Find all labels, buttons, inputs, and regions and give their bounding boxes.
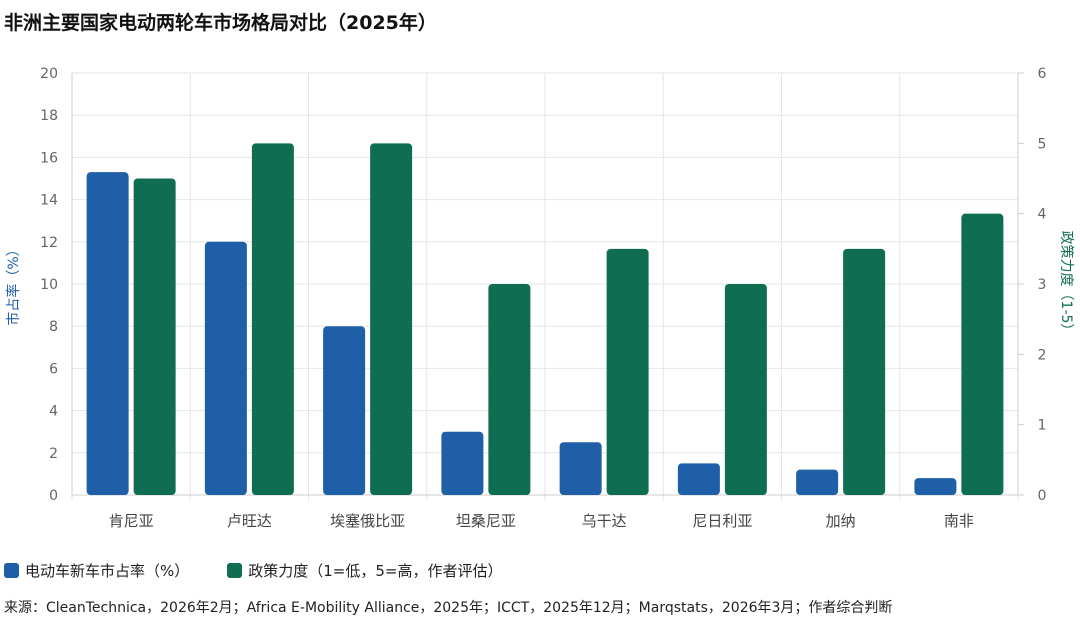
bar-market-share	[677, 463, 720, 495]
x-tick-label: 尼日利亚	[692, 512, 752, 530]
bar-policy-strength	[370, 143, 413, 495]
bar-market-share	[914, 478, 957, 495]
bar-market-share	[86, 172, 129, 496]
y-left-tick-label: 16	[40, 150, 58, 166]
legend-item-policy[interactable]: 政策力度（1=低，5=高，作者评估）	[227, 560, 503, 581]
bar-market-share	[204, 241, 247, 495]
bar-policy-strength	[843, 248, 886, 495]
bar-policy-strength	[488, 284, 531, 495]
bar-policy-strength	[961, 213, 1004, 495]
y-left-tick-label: 20	[40, 66, 58, 82]
y-right-tick-label: 1	[1038, 418, 1047, 434]
x-tick-label: 坦桑尼亚	[456, 512, 516, 530]
bar-market-share	[441, 431, 484, 495]
x-tick-label: 卢旺达	[227, 512, 272, 530]
y-left-tick-label: 0	[49, 488, 58, 504]
source-note: 来源：CleanTechnica，2026年2月；Africa E-Mobili…	[4, 600, 893, 616]
y-right-tick-label: 2	[1038, 347, 1047, 363]
y-left-tick-label: 4	[49, 404, 58, 420]
x-tick-label: 乌干达	[582, 512, 627, 530]
y-right-tick-label: 3	[1038, 277, 1047, 293]
bar-market-share	[559, 442, 602, 495]
y-left-tick-label: 6	[49, 361, 58, 377]
y-left-axis-title: 市占率（%）	[5, 242, 22, 325]
y-right-tick-label: 6	[1038, 66, 1047, 82]
x-tick-label: 肯尼亚	[109, 512, 154, 530]
y-right-tick-label: 5	[1038, 136, 1047, 152]
legend-label-policy: 政策力度（1=低，5=高，作者评估）	[248, 562, 503, 580]
y-right-axis-title: 政策力度（1-5）	[1058, 231, 1075, 338]
x-tick-label: 加纳	[826, 512, 856, 530]
legend-swatch-share	[4, 563, 19, 578]
bar-market-share	[323, 326, 366, 495]
x-tick-label: 南非	[944, 512, 974, 530]
bar-policy-strength	[724, 284, 767, 495]
bar-policy-strength	[133, 178, 176, 495]
bar-policy-strength	[606, 248, 649, 495]
y-left-tick-label: 12	[40, 235, 58, 251]
chart-title: 非洲主要国家电动两轮车市场格局对比（2025年）	[4, 12, 437, 34]
y-left-tick-label: 2	[49, 446, 58, 462]
y-right-tick-label: 0	[1038, 488, 1047, 504]
y-left-tick-label: 18	[40, 108, 58, 124]
x-tick-label: 埃塞俄比亚	[330, 512, 405, 530]
bar-policy-strength	[251, 143, 294, 495]
bar-market-share	[796, 469, 839, 495]
legend-label-share: 电动车新车市占率（%）	[25, 562, 190, 580]
y-left-tick-label: 14	[40, 193, 58, 209]
y-right-tick-label: 4	[1038, 207, 1047, 223]
y-left-tick-label: 8	[49, 319, 58, 335]
y-left-tick-label: 10	[40, 277, 58, 293]
chart-legend: 电动车新车市占率（%） 政策力度（1=低，5=高，作者评估）	[4, 560, 541, 581]
legend-swatch-policy	[227, 563, 243, 578]
bar-chart: 024681012141618200123456肯尼亚 卢旺达 埃塞俄比亚 坦桑尼亚乌…	[5, 66, 1075, 530]
legend-item-share[interactable]: 电动车新车市占率（%）	[4, 560, 189, 581]
